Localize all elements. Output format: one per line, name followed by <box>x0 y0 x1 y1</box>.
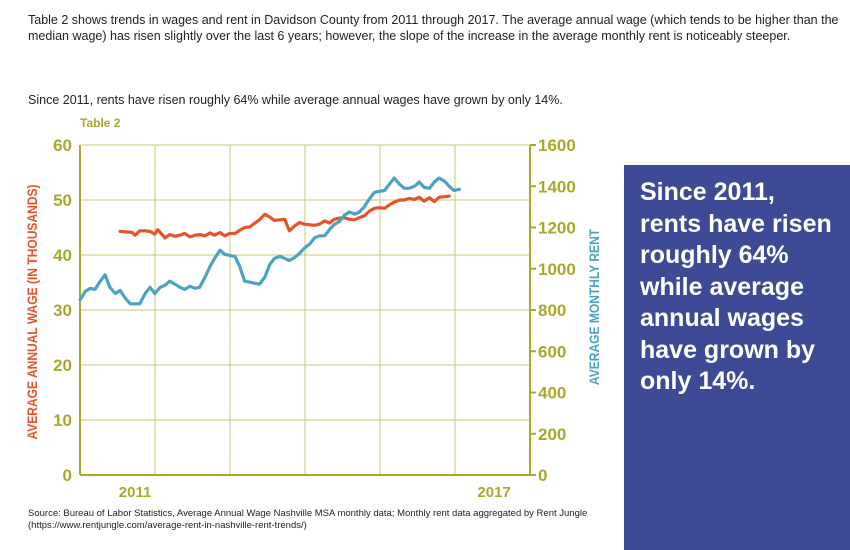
left-tick-label: 60 <box>53 136 72 155</box>
chart-label: Table 2 <box>80 116 121 130</box>
callout-text: Since 2011, rents have risen roughly 64%… <box>640 178 832 395</box>
left-tick-label: 30 <box>53 301 72 320</box>
right-tick-label: 1400 <box>538 177 576 196</box>
left-tick-label: 10 <box>53 411 72 430</box>
right-tick-label: 600 <box>538 342 566 361</box>
left-tick-label: 0 <box>63 466 72 485</box>
right-axis: 0 200 400 600 800 1000 1200 1400 1600 <box>530 136 576 485</box>
left-axis: 0 10 20 30 40 50 60 <box>53 136 72 485</box>
right-tick-label: 400 <box>538 384 566 403</box>
intro-paragraph: Table 2 shows trends in wages and rent i… <box>28 13 839 43</box>
right-axis-title: AVERAGE MONTHLY RENT <box>586 229 602 385</box>
left-axis-title: AVERAGE ANNUAL WAGE (IN THOUSANDS) <box>24 184 40 439</box>
right-tick-label: 1200 <box>538 219 576 238</box>
wage-series-line <box>118 194 451 240</box>
right-tick-label: 1000 <box>538 260 576 279</box>
left-tick-label: 40 <box>53 246 72 265</box>
line-chart: 0 10 20 30 40 50 60 0 200 400 600 800 1000 1200 1400 1… <box>24 136 602 501</box>
source-note: Source: Bureau of Labor Statistics, Aver… <box>28 508 588 531</box>
x-axis: 2011 2017 <box>119 484 511 501</box>
x-tick-label: 2017 <box>477 484 510 501</box>
x-tick-label: 2011 <box>119 484 152 501</box>
right-tick-label: 0 <box>538 466 547 485</box>
intro-summary: Since 2011, rents have risen roughly 64%… <box>28 93 563 107</box>
chart-grid <box>79 144 531 476</box>
callout-box: Since 2011, rents have risen roughly 64%… <box>624 165 850 550</box>
right-tick-label: 800 <box>538 301 566 320</box>
right-tick-label: 200 <box>538 425 566 444</box>
right-tick-label: 1600 <box>538 136 576 155</box>
left-tick-label: 50 <box>53 191 72 210</box>
rent-series-line <box>78 176 461 306</box>
left-tick-label: 20 <box>53 356 72 375</box>
chart-lines <box>78 176 461 306</box>
